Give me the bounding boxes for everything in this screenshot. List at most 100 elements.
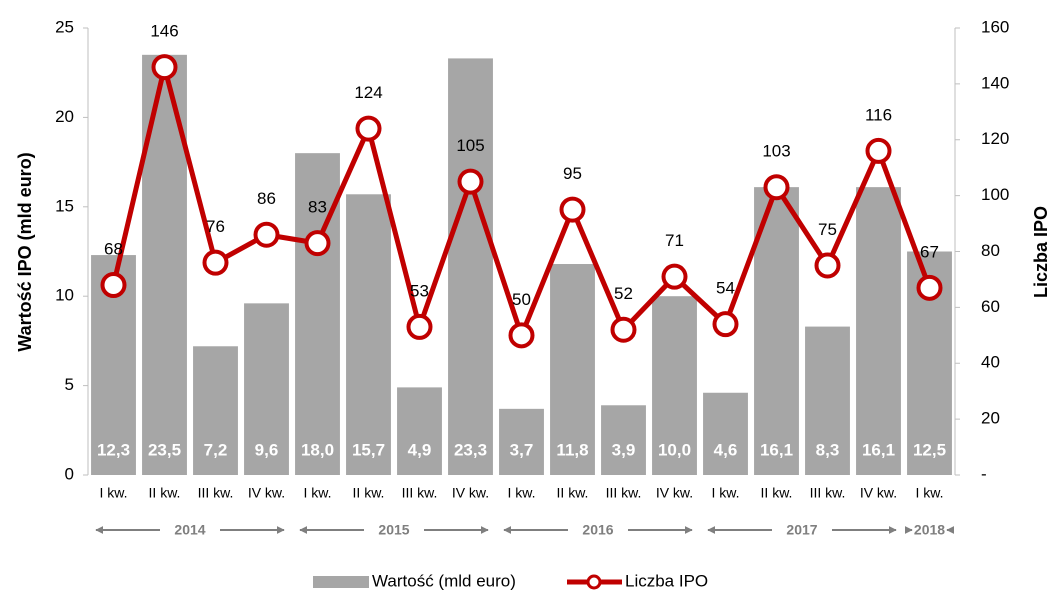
x-tick-label: II kw. [353,485,385,501]
bar [244,303,289,475]
bar [193,346,238,475]
bar-value-label: 16,1 [760,440,793,459]
line-marker [355,115,382,142]
line-value-label: 83 [308,198,327,217]
y2-tick-label: 80 [981,241,1000,260]
year-label: 2014 [174,522,205,538]
year-label: 2018 [914,522,945,538]
x-tick-label: II kw. [557,485,589,501]
line-marker [202,249,229,276]
y-tick-label: 25 [55,17,74,36]
line-value-label: 54 [716,279,735,298]
year-label: 2015 [378,522,409,538]
bar-value-label: 8,3 [816,440,840,459]
bar-value-label: 15,7 [352,440,385,459]
bar [805,326,850,475]
line-value-label: 86 [257,189,276,208]
legend-label: Liczba IPO [625,571,708,590]
x-tick-label: I kw. [711,485,739,501]
x-tick-label: IV kw. [860,485,897,501]
line-marker [814,252,841,279]
bar [652,296,697,475]
y-axis-title: Wartość IPO (mld euro) [15,152,35,351]
bar [397,387,442,475]
y2-tick-label: 100 [981,185,1009,204]
y2-tick-label: 20 [981,409,1000,428]
bar-value-label: 3,9 [612,440,636,459]
line-value-label: 52 [614,284,633,303]
x-tick-label: III kw. [402,485,438,501]
line-marker [865,137,892,164]
x-tick-label: III kw. [198,485,234,501]
x-tick-label: I kw. [507,485,535,501]
bar [550,264,595,475]
line-value-label: 53 [410,281,429,300]
bar-value-label: 16,1 [862,440,895,459]
line-value-label: 76 [206,217,225,236]
line-value-label: 68 [104,240,123,259]
bar-value-label: 3,7 [510,440,534,459]
bar-value-label: 18,0 [301,440,334,459]
y2-tick-label: 160 [981,17,1009,36]
bar [703,392,748,475]
x-tick-label: II kw. [149,485,181,501]
bar-value-label: 7,2 [204,440,228,459]
y2-tick-label: 40 [981,353,1000,372]
legend-swatch [586,574,602,590]
line-marker [406,313,433,340]
x-tick-label: I kw. [915,485,943,501]
y-tick-label: 0 [65,464,74,483]
line-marker [763,174,790,201]
line-value-label: 105 [456,136,484,155]
y2-tick-label: - [981,464,987,483]
line-marker [661,263,688,290]
line-marker [610,316,637,343]
line-value-label: 75 [818,220,837,239]
line-marker [916,274,943,301]
line-marker [712,311,739,338]
line-marker [508,322,535,349]
x-tick-label: IV kw. [656,485,693,501]
bar [856,187,901,475]
legend-label: Wartość (mld euro) [372,571,516,590]
x-tick-label: III kw. [606,485,642,501]
y-tick-label: 5 [65,375,74,394]
bar-value-label: 4,9 [408,440,432,459]
x-tick-label: II kw. [761,485,793,501]
bar [448,58,493,476]
bar-value-label: 23,5 [148,440,181,459]
bar-value-label: 9,6 [255,440,279,459]
bar-value-label: 12,3 [97,440,130,459]
line-marker [253,221,280,248]
y2-tick-label: 120 [981,129,1009,148]
line-marker [151,54,178,81]
y-tick-label: 15 [55,196,74,215]
x-tick-label: IV kw. [248,485,285,501]
y2-tick-label: 140 [981,73,1009,92]
year-label: 2017 [786,522,817,538]
line-value-label: 116 [865,105,892,124]
y2-tick-label: 60 [981,297,1000,316]
bar [346,194,391,475]
legend-swatch [313,576,369,588]
bar [499,408,544,475]
y-tick-label: 10 [55,286,74,305]
line-value-label: 124 [354,83,382,102]
line-value-label: 71 [665,231,684,250]
line-marker [559,196,586,223]
x-tick-label: IV kw. [452,485,489,501]
bar [754,187,799,475]
year-label: 2016 [582,522,613,538]
line-value-label: 50 [512,290,531,309]
bar-value-label: 11,8 [556,440,588,459]
line-value-label: 95 [563,164,582,183]
y2-axis-title: Liczba IPO [1031,206,1051,298]
line-value-label: 146 [150,22,178,41]
y-tick-label: 20 [55,107,74,126]
x-tick-label: I kw. [303,485,331,501]
bar-value-label: 12,5 [913,440,946,459]
line-value-label: 103 [762,142,790,161]
bar [601,405,646,475]
line-marker [100,272,127,299]
